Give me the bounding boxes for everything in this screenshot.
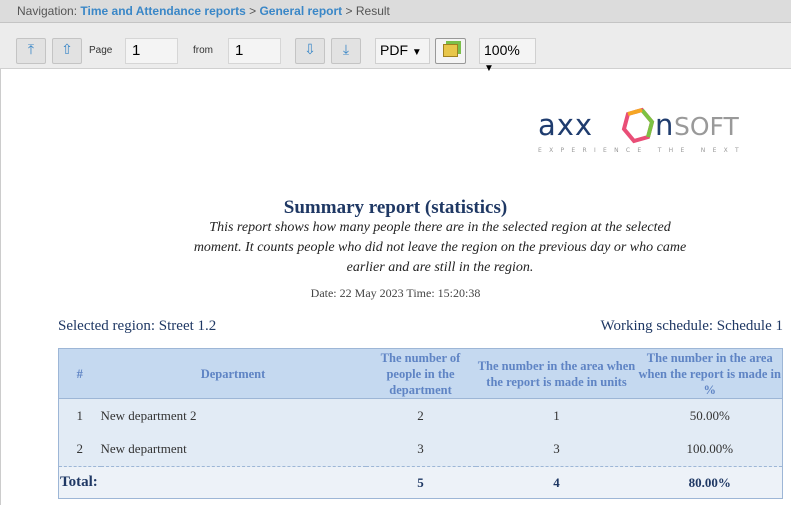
report-title: Summary report (statistics) [283,197,508,218]
chevron-down-icon: ▼ [411,47,422,58]
cell: 1 [475,398,638,433]
cell: 2 [58,432,101,467]
svg-text:axx: axx [538,108,593,142]
total-label: Total: [58,466,366,499]
col-people: The number of people in the department [365,348,476,399]
cell: 3 [365,432,476,467]
export-icon [443,44,458,57]
from-label: from [193,45,213,56]
arrow-up-icon: ⇧ [61,42,73,58]
next-page-button[interactable]: ⇩ [295,38,325,64]
arrow-down-bar-icon: ⤓ [342,42,350,58]
nav-prefix: Navigation: [17,4,78,18]
table-row: 1 New department 2 2 1 50.00% [58,398,783,433]
svg-text:SOFT: SOFT [674,112,739,141]
col-department: Department [100,348,366,399]
page-input[interactable]: 1 [125,38,178,64]
total-row: Total: 5 4 80.00% [58,466,783,499]
export-button[interactable] [435,38,466,64]
cell: New department [100,432,366,467]
total-people: 5 [365,466,476,499]
report-page [0,69,791,505]
arrow-down-icon: ⇩ [304,42,316,58]
svg-text:n: n [655,108,673,142]
format-select[interactable]: PDF ▼ [375,38,430,64]
col-percent: The number in the area when the report i… [637,348,783,399]
zoom-value: 100% [484,42,520,58]
cell: 1 [58,398,101,433]
crumb-time-attendance[interactable]: Time and Attendance reports [80,4,246,18]
table-row: 2 New department 3 3 100.00% [58,432,783,467]
col-number: # [58,348,101,399]
first-page-button[interactable]: ⤒ [16,38,46,64]
crumb-general-report[interactable]: General report [259,4,343,18]
col-units: The number in the area when the report i… [475,348,638,399]
selected-region: Selected region: Street 1.2 [58,318,217,334]
crumb-current: Result [355,4,390,18]
working-schedule: Working schedule: Schedule 1 [600,318,784,334]
report-date: Date: 22 May 2023 Time: 15:20:38 [310,286,481,300]
cell: 2 [365,398,476,433]
format-value: PDF [380,42,408,58]
chevron-down-icon: ▼ [484,63,494,74]
summary-table: # Department The number of people in the… [58,348,783,499]
svg-text:EXPERIENCE THE NEXT: EXPERIENCE THE NEXT [538,147,746,154]
total-pages-field: 1 [228,38,281,64]
last-page-button[interactable]: ⤓ [331,38,361,64]
arrow-up-bar-icon: ⤒ [27,42,35,58]
total-units: 4 [475,466,638,499]
cell: 3 [475,432,638,467]
cell: New department 2 [100,398,366,433]
page-label: Page [89,45,113,56]
cell: 100.00% [637,432,783,467]
total-percent: 80.00% [637,466,783,499]
prev-page-button[interactable]: ⇧ [52,38,82,64]
zoom-select[interactable]: 100% ▼ [479,38,536,74]
table-header: # Department The number of people in the… [58,348,783,399]
separator: > [249,4,257,18]
separator: > [345,4,353,18]
toolbar: ⤒ ⇧ Page 1 from 1 ⇩ ⤓ PDF ▼ 100% ▼ [0,23,791,74]
breadcrumb: Navigation: Time and Attendance reports … [0,0,791,23]
axxonsoft-logo: axx n SOFT EXPERIENCE THE NEXT [538,104,748,158]
report-description: This report shows how many people there … [193,220,687,275]
cell: 50.00% [637,398,783,433]
